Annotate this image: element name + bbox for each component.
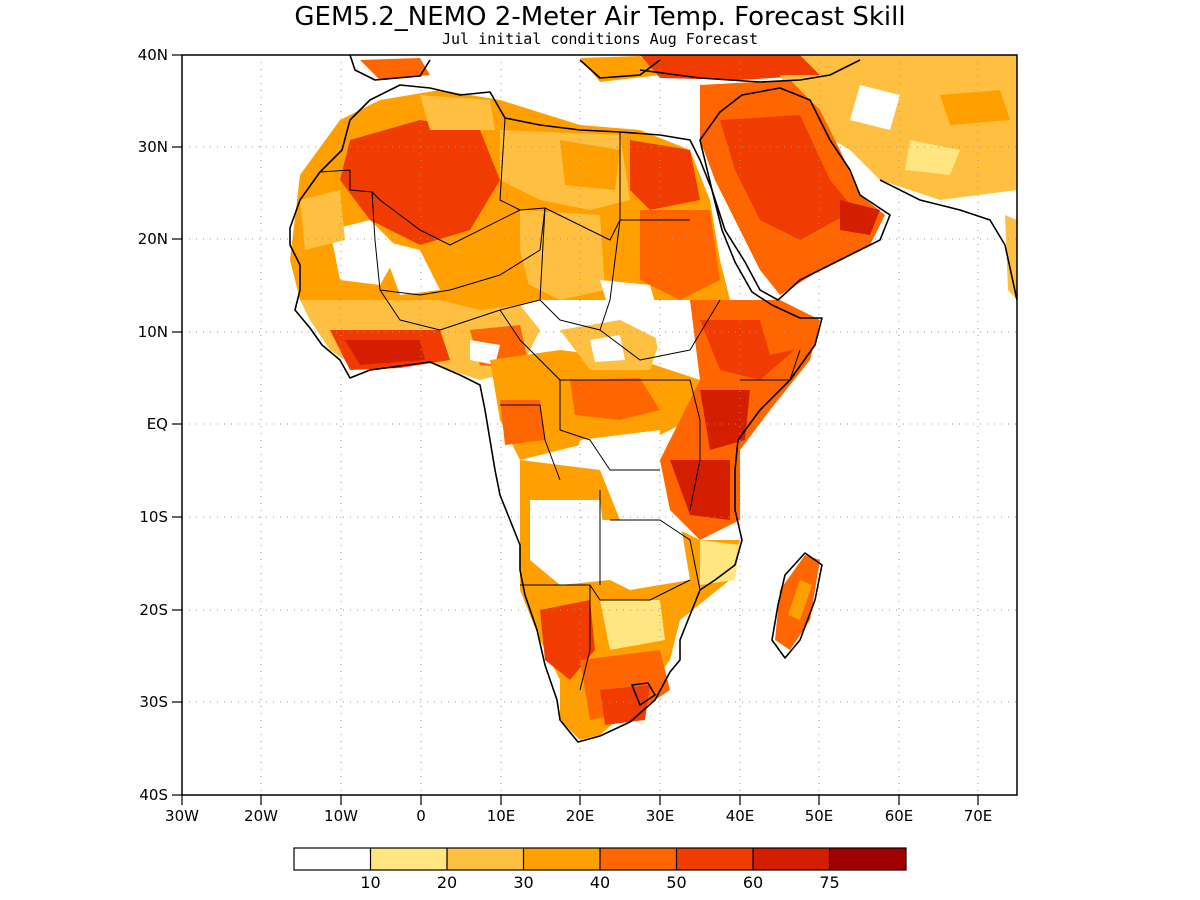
lon-label: 0 [416,807,426,825]
lat-label: 20S [139,601,168,619]
colorbar-swatch [294,848,371,870]
lon-label: 70E [964,807,993,825]
colorbar: 10 20 30 40 50 60 75 [293,847,907,892]
colorbar-label: 30 [513,873,533,892]
colorbar-label: 40 [590,873,610,892]
colorbar-label: 75 [819,873,839,892]
lon-label: 60E [885,807,914,825]
lon-label: 10W [324,807,358,825]
colorbar-label: 50 [666,873,686,892]
lat-label: 10N [138,323,168,341]
colorbar-swatch [447,848,524,870]
lat-label: 30N [138,138,168,156]
map-title: GEM5.2_NEMO 2-Meter Air Temp. Forecast S… [294,2,905,32]
axis-ticks [172,54,979,805]
lat-label: 20N [138,230,168,248]
lat-label: 10S [139,508,168,526]
latitude-labels: 40N 30N 20N 10N EQ 10S 20S 30S 40S [138,46,168,804]
lat-label: 30S [139,693,168,711]
lon-label: 20E [566,807,595,825]
map-subtitle: Jul initial conditions Aug Forecast [442,30,758,48]
colorbar-label: 20 [437,873,457,892]
lon-label: 30E [646,807,675,825]
lat-label: EQ [147,415,168,433]
lat-label: 40N [138,46,168,64]
colorbar-swatch [600,848,677,870]
colorbar-swatch [523,848,600,870]
lat-label: 40S [139,786,168,804]
skill-shading [290,55,1017,740]
lon-label: 30W [165,807,199,825]
coastlines [289,55,1017,743]
lon-label: 10E [487,807,516,825]
map-frame [181,54,1018,796]
lon-label: 20W [244,807,278,825]
colorbar-swatch [753,848,830,870]
colorbar-label: 60 [743,873,763,892]
longitude-labels: 30W 20W 10W 0 10E 20E 30E 40E 50E 60E 70… [165,807,992,825]
colorbar-swatch [370,848,447,870]
colorbar-label: 10 [360,873,380,892]
lon-label: 50E [805,807,834,825]
country-borders [319,117,801,691]
lon-label: 40E [726,807,755,825]
colorbar-swatch [829,848,906,870]
graticule [182,55,1017,795]
colorbar-swatch [676,848,753,870]
